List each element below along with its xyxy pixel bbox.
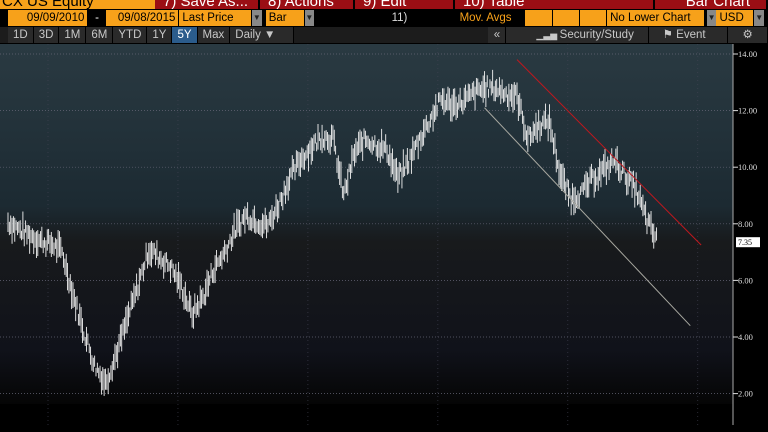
chart-type-dropdown-icon[interactable]: ▼ — [304, 10, 315, 26]
range-5y[interactable]: 5Y — [172, 27, 198, 43]
y-tick-label: 8.00 — [738, 219, 753, 229]
last-price-badge — [736, 237, 760, 248]
currency-dropdown-icon[interactable]: ▼ — [754, 10, 765, 26]
y-tick-label: 14.00 — [738, 49, 757, 59]
range-3d[interactable]: 3D — [33, 27, 60, 43]
table-button[interactable]: 10) Table — [455, 0, 655, 9]
field-dropdown-icon[interactable]: ▼ — [252, 10, 262, 26]
settings-button[interactable]: ⚙ — [728, 27, 768, 43]
range-1d[interactable]: 1D — [8, 27, 34, 43]
security-study-button[interactable]: ▁▃▅ Security/Study — [506, 27, 649, 43]
y-tick-label: 2.00 — [738, 389, 753, 399]
end-date-input[interactable]: 09/08/2015 — [105, 10, 179, 26]
actions-button[interactable]: 8) Actions — [260, 0, 355, 9]
collapse-button[interactable]: « — [488, 27, 507, 43]
ticker-label[interactable]: CX US Equity — [0, 0, 155, 9]
security-study-label: Security/Study — [559, 29, 634, 41]
y-tick-label: 10.00 — [738, 162, 757, 172]
range-1y[interactable]: 1Y — [147, 27, 173, 43]
date-separator: - — [95, 12, 99, 24]
study-slot-1[interactable] — [525, 10, 552, 26]
trendline-grey — [484, 107, 691, 327]
frequency-label: Daily — [235, 29, 261, 41]
field-select[interactable]: Last Price — [179, 10, 252, 26]
mov-avgs-button[interactable]: Mov. Avgs — [459, 12, 512, 24]
lower-chart-dropdown-icon[interactable]: ▼ — [706, 10, 717, 26]
range-ytd[interactable]: YTD — [113, 27, 148, 43]
save-as-button[interactable]: 7) Save As... — [155, 0, 260, 9]
price-chart[interactable]: 14.00 12.00 10.00 8.00 6.00 4.00 2.00 7.35 — [0, 44, 768, 432]
event-button[interactable]: ⚑ Event — [648, 27, 729, 43]
currency-select[interactable]: USD — [716, 10, 754, 26]
start-date-input[interactable]: 09/09/2010 — [8, 10, 88, 26]
y-tick-label: 6.00 — [738, 275, 753, 285]
y-tick-label: 4.00 — [738, 332, 753, 342]
study-chart-icon: ▁▃▅ — [536, 30, 560, 40]
range-max[interactable]: Max — [197, 27, 231, 43]
frequency-select[interactable]: Daily ▼ — [230, 27, 294, 43]
gear-icon: ⚙ — [742, 29, 753, 41]
range-1m[interactable]: 1M — [59, 27, 87, 43]
range-6m[interactable]: 6M — [86, 27, 114, 43]
chart-type-select[interactable]: Bar — [265, 10, 304, 26]
chart-title: Bar Chart — [655, 0, 768, 9]
title-bar: CX US Equity 7) Save As... 8) Actions 9)… — [0, 0, 768, 9]
y-tick-label: 12.00 — [738, 106, 757, 116]
study-slot-2[interactable] — [552, 10, 579, 26]
trendline-red — [516, 59, 702, 246]
compare-button[interactable]: 11) Compare — [391, 12, 439, 40]
lower-chart-select[interactable]: No Lower Chart — [607, 10, 704, 26]
edit-button[interactable]: 9) Edit — [355, 0, 455, 9]
flag-icon: ⚑ — [662, 29, 677, 41]
controls-bar: 09/09/2010 - 09/08/2015 Last Price ▼ Bar… — [0, 10, 768, 40]
last-price-label: 7.35 — [738, 238, 752, 247]
chevron-down-icon: ▼ — [264, 29, 276, 41]
study-slot-3[interactable] — [579, 10, 607, 26]
range-toolbar: 1D 3D 1M 6M YTD 1Y 5Y Max Daily ▼ « ▁▃▅ … — [0, 27, 768, 43]
event-label: Event — [676, 29, 706, 41]
